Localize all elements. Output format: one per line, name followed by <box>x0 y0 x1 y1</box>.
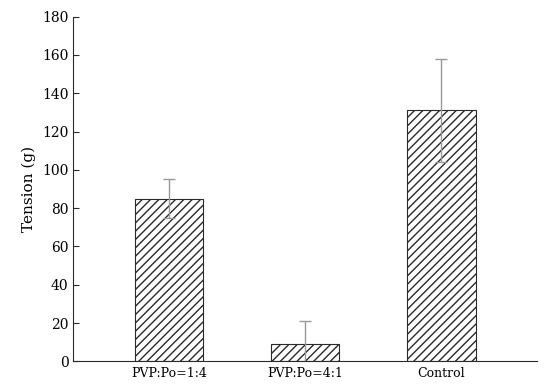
Bar <box>407 110 476 361</box>
Y-axis label: Tension (g): Tension (g) <box>22 146 37 232</box>
Bar <box>271 344 339 361</box>
Bar <box>135 199 203 361</box>
